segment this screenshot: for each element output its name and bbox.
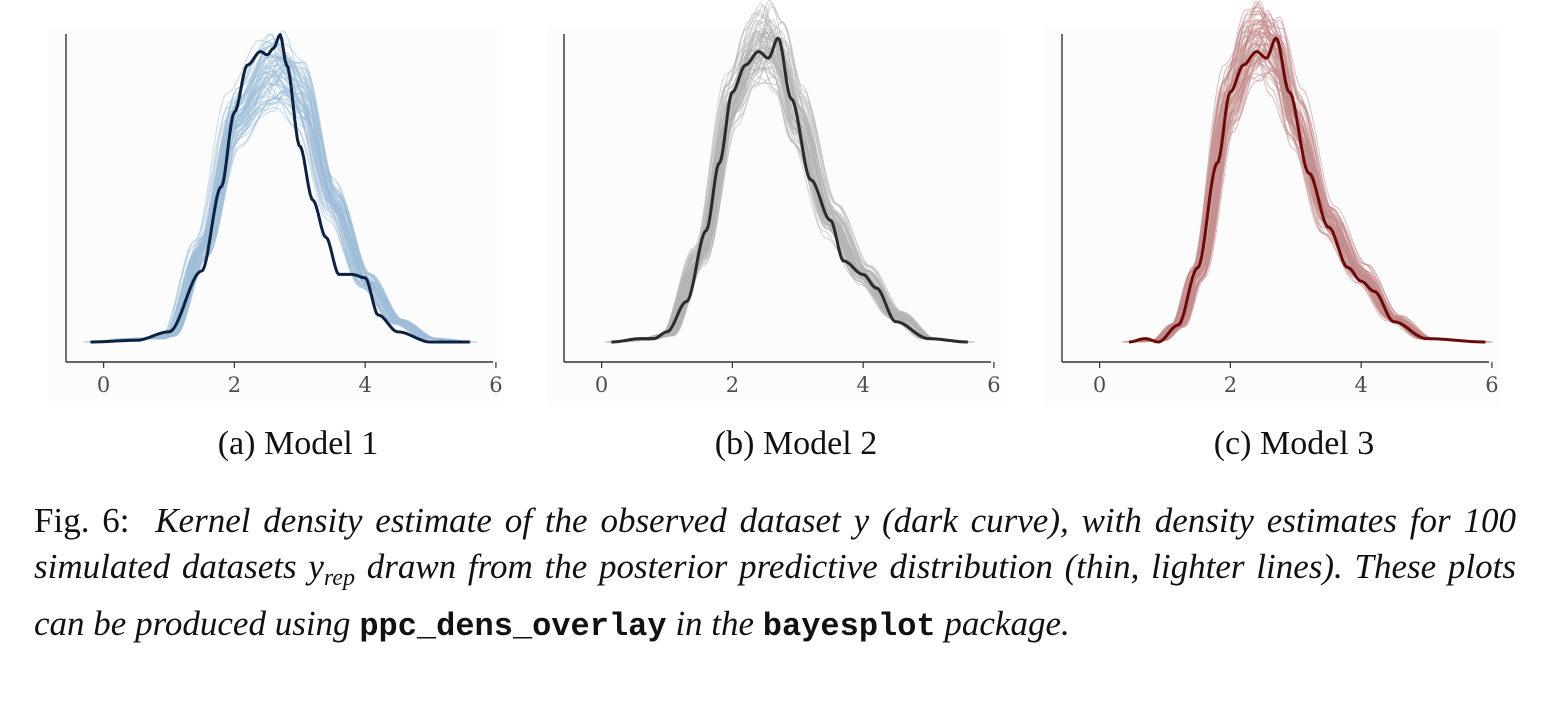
- x-tick-label: 6: [1485, 373, 1498, 397]
- replicated-density-line: [612, 31, 969, 343]
- x-tick-label: 2: [726, 373, 739, 397]
- figure: 0 2 4 6 (a) Model 1 0 2 4 6 (b) Model 2 0 2 4 6 (…: [48, 0, 1544, 470]
- density-plot-model-3: 0 2 4 6: [1044, 0, 1499, 406]
- observed-density-line: [1128, 36, 1486, 344]
- plot-background: [48, 30, 503, 406]
- x-tick-label: 2: [1224, 373, 1237, 397]
- x-tick-label: 2: [228, 373, 241, 397]
- plot-background: [1044, 30, 1499, 406]
- caption-subscript: rep: [323, 565, 355, 591]
- x-tick-label: 0: [595, 373, 608, 397]
- panel-model-3: 0 2 4 6 (c) Model 3: [1044, 0, 1544, 470]
- caption-text-4: package.: [935, 604, 1070, 643]
- caption-code-bayesplot: bayesplot: [762, 608, 936, 645]
- subcaption-model-1: (a) Model 1: [217, 425, 379, 462]
- observed-density-line: [90, 33, 470, 344]
- replicated-density-line: [96, 89, 476, 343]
- caption-label: Fig. 6:: [34, 501, 130, 540]
- x-tick-label: 6: [987, 373, 1000, 397]
- replicated-density-line: [614, 40, 971, 343]
- x-tick-label: 6: [489, 373, 502, 397]
- figure-caption: Fig. 6: Kernel density estimate of the o…: [34, 498, 1516, 650]
- replicated-density-line: [618, 19, 975, 343]
- x-tick-label: 0: [97, 373, 110, 397]
- subcaption-model-3: (c) Model 3: [1213, 425, 1375, 462]
- x-tick-label: 4: [856, 373, 869, 397]
- plot-background: [546, 30, 1001, 406]
- caption-text-3: in the: [666, 604, 763, 643]
- x-tick-label: 4: [1354, 373, 1367, 397]
- caption-text-1: Kernel density estimate of the observed …: [34, 501, 1516, 586]
- x-tick-label: 0: [1093, 373, 1106, 397]
- observed-density-line: [611, 36, 968, 344]
- replicated-density-line: [616, 21, 973, 343]
- x-tick-label: 4: [358, 373, 371, 397]
- panel-model-2: 0 2 4 6 (b) Model 2: [546, 0, 1046, 470]
- caption-text-2: drawn from the posterior predictive dist…: [34, 547, 1516, 643]
- density-plot-model-1: 0 2 4 6: [48, 30, 503, 406]
- caption-code-ppc-dens-overlay: ppc_dens_overlay: [359, 608, 667, 645]
- subcaption-model-2: (b) Model 2: [714, 425, 878, 462]
- panel-model-1: 0 2 4 6 (a) Model 1: [48, 0, 548, 470]
- replicated-density-line: [610, 55, 968, 343]
- density-plot-model-2: 0 2 4 6: [546, 0, 1001, 406]
